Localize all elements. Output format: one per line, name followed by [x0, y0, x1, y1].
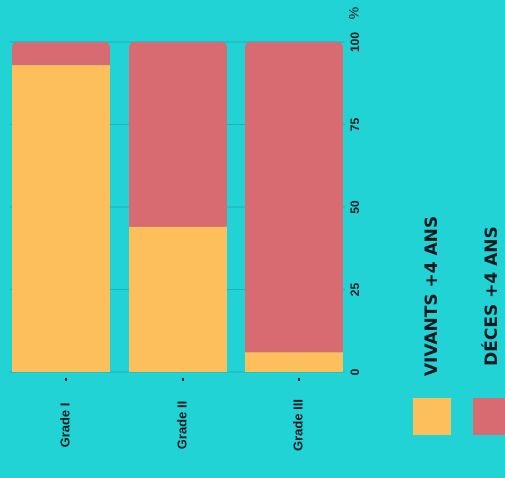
bar-2-series-2 [129, 42, 227, 227]
bar-3-series-1 [245, 352, 343, 372]
bar-1-series-2 [12, 42, 110, 66]
legend: VIVANTS +4 ANS DÉCES +4 ANS [413, 216, 505, 435]
tick-label-25: 25 [348, 283, 362, 297]
category-axis: Grade I Grade II Grade III [57, 378, 305, 451]
category-tick-3 [298, 378, 300, 381]
unit-label: % [346, 7, 362, 19]
legend-label-2: DÉCES +4 ANS [480, 226, 502, 366]
tick-label-100: 100 [348, 32, 362, 52]
bar-2-series-1 [129, 226, 227, 372]
legend-swatch-2 [473, 398, 505, 435]
bar-3-series-2 [245, 42, 343, 353]
tick-label-75: 75 [348, 118, 362, 132]
legend-label-1: VIVANTS +4 ANS [422, 216, 442, 376]
category-label-3: Grade III [290, 399, 305, 451]
bars [12, 42, 343, 372]
tick-label-0: 0 [348, 368, 362, 375]
category-label-1: Grade I [57, 403, 72, 448]
category-tick-2 [182, 378, 184, 381]
category-tick-1 [65, 378, 67, 381]
tick-label-50: 50 [348, 200, 362, 214]
value-axis: 0 25 50 75 100% [346, 7, 362, 376]
bar-group-1 [12, 42, 110, 372]
bar-group-2 [129, 42, 227, 372]
legend-swatch-1 [413, 398, 451, 435]
bar-group-3 [245, 42, 343, 372]
category-label-2: Grade II [174, 401, 189, 449]
bar-1-series-1 [12, 65, 110, 372]
